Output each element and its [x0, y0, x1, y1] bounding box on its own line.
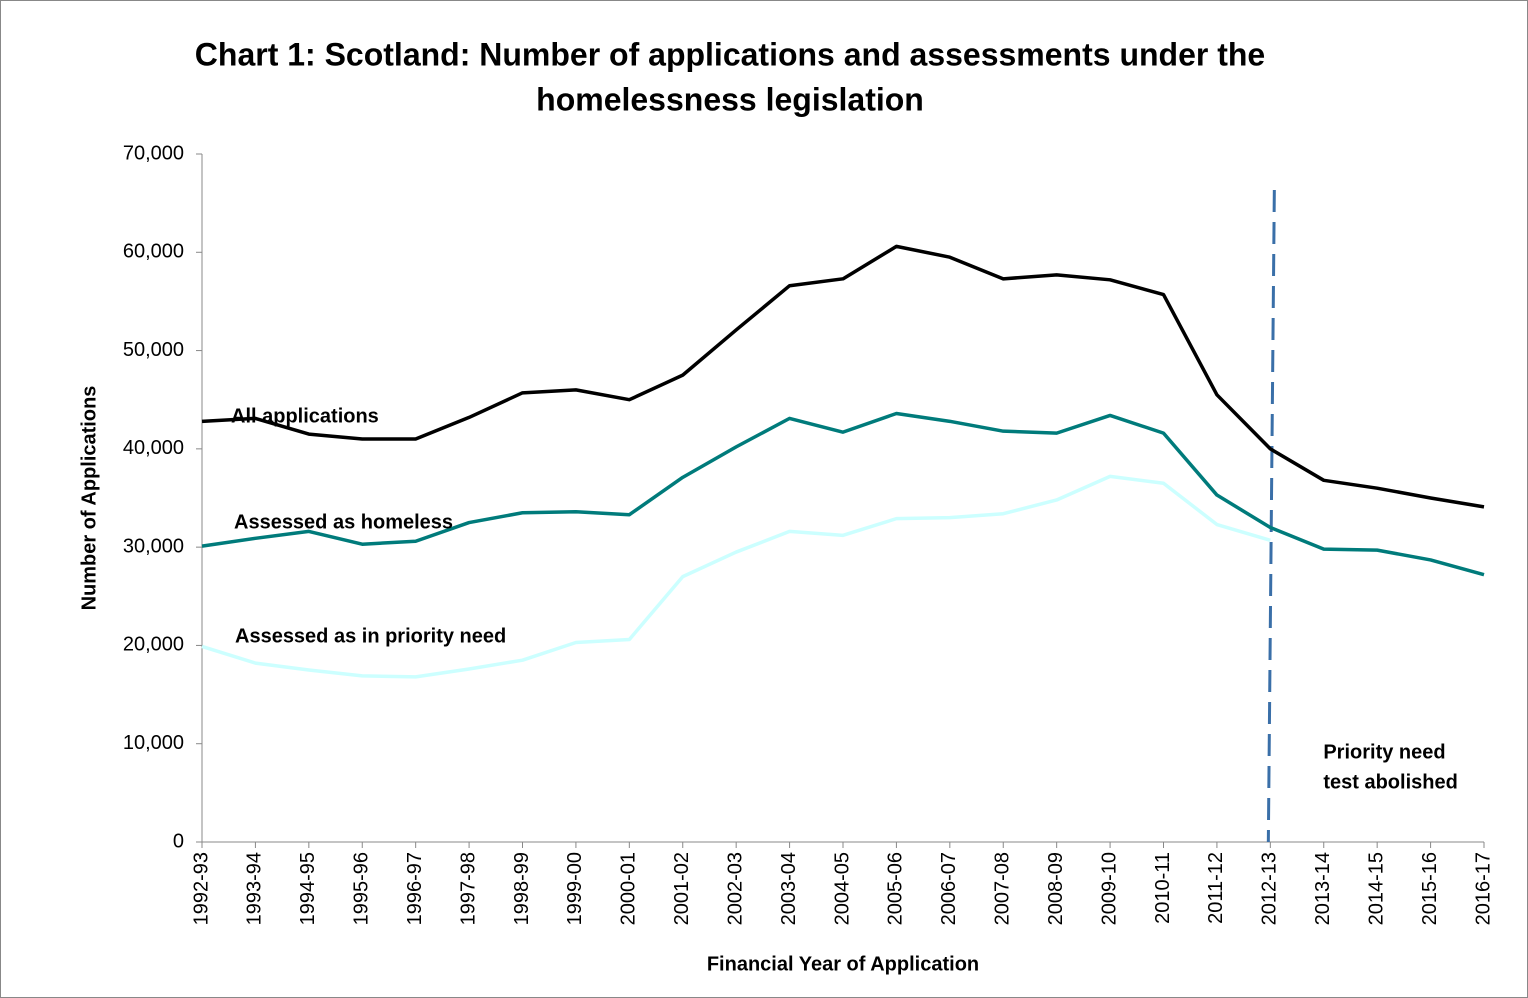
annotation: Priority need: [1323, 741, 1445, 763]
series-label: All applications: [231, 405, 379, 427]
reference-line: [1266, 189, 1276, 843]
y-tick-label: 10,000: [123, 732, 184, 754]
annotation: test abolished: [1323, 771, 1457, 793]
x-tick-label: 2013-14: [1312, 852, 1334, 925]
x-tick-label: 1993-94: [244, 852, 266, 925]
x-tick-label: 2002-03: [724, 852, 746, 925]
x-tick-label: 2015-16: [1419, 852, 1441, 925]
y-tick-label: 0: [173, 830, 184, 852]
x-tick-label: 2009-10: [1098, 852, 1120, 925]
x-tick-label: 2003-04: [778, 852, 800, 925]
series-line: [201, 474, 1271, 679]
x-tick-label: 1998-99: [511, 852, 533, 925]
x-axis-label: Financial Year of Application: [707, 953, 979, 975]
x-tick-label: 2004-05: [831, 852, 853, 925]
y-tick-label: 40,000: [123, 437, 184, 459]
x-tick-label: 1999-00: [564, 852, 586, 925]
y-tick-label: 30,000: [123, 535, 184, 557]
x-tick-label: 2000-01: [618, 852, 640, 925]
x-tick-label: 1995-96: [351, 852, 373, 925]
x-tick-label: 1996-97: [404, 852, 426, 925]
x-tick-label: 1994-95: [297, 852, 319, 925]
x-tick-label: 2005-06: [885, 852, 907, 925]
x-tick-label: 2016-17: [1472, 852, 1494, 925]
y-tick-label: 60,000: [123, 241, 184, 263]
y-tick-label: 50,000: [123, 339, 184, 361]
x-tick-label: 2007-08: [992, 852, 1014, 925]
x-tick-label: 2008-09: [1045, 852, 1067, 925]
x-tick-label: 2011-12: [1205, 852, 1227, 924]
series-label: Assessed as homeless: [234, 511, 453, 533]
y-axis-label: Number of Applications: [78, 386, 100, 611]
x-tick-label: 2012-13: [1259, 852, 1281, 925]
x-tick-label: 1997-98: [457, 852, 479, 925]
y-tick-label: 20,000: [123, 634, 184, 656]
chart-title: Chart 1: Scotland: Number of application…: [195, 36, 1265, 72]
series-line: [201, 411, 1485, 577]
x-tick-label: 2006-07: [938, 852, 960, 925]
y-tick-label: 70,000: [123, 142, 184, 164]
x-tick-label: 2010-11: [1152, 852, 1174, 924]
series-label: Assessed as in priority need: [235, 625, 506, 647]
chart-title: homelessness legislation: [536, 81, 924, 117]
x-tick-label: 2001-02: [671, 852, 693, 925]
x-tick-label: 2014-15: [1365, 852, 1387, 925]
x-tick-label: 1992-93: [190, 852, 212, 925]
series-line: [201, 244, 1485, 509]
